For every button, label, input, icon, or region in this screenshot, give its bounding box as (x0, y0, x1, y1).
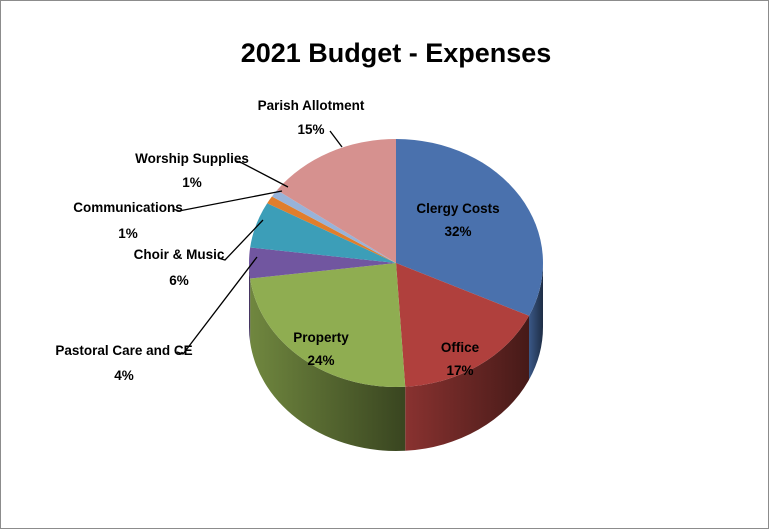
slice-name-label: Pastoral Care and CE (55, 343, 192, 358)
pie-slice (248, 247, 396, 279)
leader-line (235, 160, 289, 188)
data-labels: Clergy Costs 32% Office 17% Property 24% Pasto… (55, 98, 499, 383)
pie-slice (271, 190, 396, 263)
slice-name-label: Clergy Costs (416, 201, 499, 216)
slice-name-label: Property (293, 330, 349, 345)
slice-name-label: Choir & Music (134, 247, 225, 262)
slice-name-label: Office (441, 340, 480, 355)
slice-name-label: Parish Allotment (258, 98, 365, 113)
slice-percent-label: 6% (169, 273, 189, 288)
leader-line (217, 219, 264, 261)
slice-percent-label: 24% (307, 353, 334, 368)
slice-side-wall (405, 315, 530, 451)
pie-slice (250, 263, 406, 387)
chart-title: 2021 Budget - Expenses (241, 38, 552, 68)
slice-percent-label: 1% (182, 175, 202, 190)
pie-slice (396, 263, 530, 387)
pie-slice (250, 203, 396, 263)
slice-side-wall (249, 263, 251, 343)
slice-name-label: Worship Supplies (135, 151, 249, 166)
slice-percent-label: 4% (114, 368, 134, 383)
pie-slices (248, 139, 543, 451)
pie-slice (396, 139, 543, 316)
leader-line (329, 130, 343, 148)
slice-percent-label: 15% (297, 122, 324, 137)
slice-percent-label: 32% (444, 224, 471, 239)
leader-line (176, 256, 258, 355)
leader-line (172, 190, 283, 212)
slice-percent-label: 1% (118, 226, 138, 241)
slice-name-label: Communications (73, 200, 183, 215)
slice-percent-label: 17% (446, 363, 473, 378)
slice-side-wall (250, 278, 406, 451)
pie-slice (277, 139, 396, 263)
pie-slice (267, 196, 396, 263)
slice-side-wall (529, 263, 543, 380)
leader-lines (172, 130, 343, 355)
